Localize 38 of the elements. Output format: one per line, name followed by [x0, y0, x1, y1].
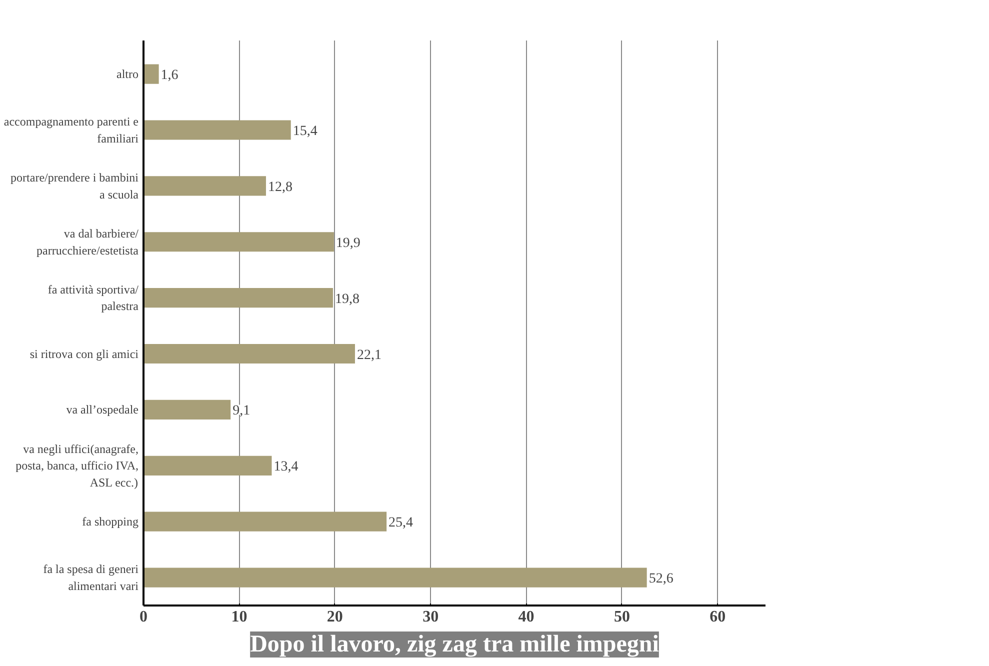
bar: [144, 344, 355, 364]
x-tick-label: 10: [231, 608, 248, 626]
data-label: 9,1: [232, 404, 250, 419]
data-label: 15,4: [292, 124, 318, 140]
y-tick-label: fa attività sportiva/ palestra: [48, 282, 140, 314]
bar: [144, 400, 231, 420]
bar: [144, 568, 647, 588]
data-label: 19,8: [334, 292, 360, 307]
y-tick-label: fa la spesa di generi alimentari vari: [43, 562, 140, 593]
data-label: 19,9: [336, 236, 360, 251]
text: Dopo il lavoro, zig zag tra mille impegni: [250, 632, 660, 658]
data-label: 22,1: [356, 348, 382, 363]
y-tick-label: va negli uffici(anagrafe, posta, banca, ufficio IVA, ASL ecc.): [16, 442, 139, 490]
y-tick-label: accompagnamento parenti e familiari: [4, 114, 140, 146]
data-label: 25,4: [388, 516, 414, 531]
y-tick-label: si ritrova con gli amici: [30, 346, 140, 361]
bar: [144, 120, 291, 140]
x-tick-label: 0: [140, 608, 148, 626]
x-tick-label: 60: [710, 608, 726, 626]
y-tick-label: va all’ospedale: [66, 402, 139, 417]
data-label: 1,6: [160, 68, 178, 84]
bar: [144, 512, 387, 532]
data-label: 12,8: [268, 180, 292, 195]
bar: [144, 176, 266, 196]
bar: [144, 232, 334, 252]
y-tick-label: fa shopping: [82, 514, 138, 529]
bar: [144, 64, 159, 84]
y-tick-label: portare/prendere i bambini a scuola: [10, 170, 140, 202]
x-tick-label: 40: [518, 608, 534, 626]
x-tick-label: 20: [326, 608, 343, 626]
x-tick-label: 30: [422, 608, 439, 626]
bar: [144, 288, 333, 308]
x-tick-label: 50: [614, 608, 630, 626]
data-label: 13,4: [274, 460, 298, 475]
data-label: 52,6: [648, 572, 674, 587]
bar: [144, 456, 272, 476]
y-tick-label: altro: [116, 67, 139, 82]
y-tick-label: va dal barbiere/ parrucchiere/estetista: [36, 226, 140, 258]
